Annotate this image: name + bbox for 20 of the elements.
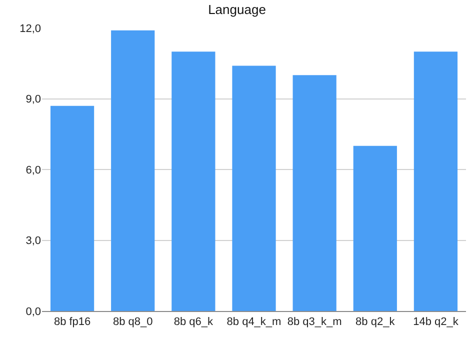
x-tick-label: 8b fp16 [54,316,91,328]
x-tick-label: 8b q8_0 [112,316,153,328]
bar [50,106,94,311]
y-tick-label: 3,0 [26,235,41,248]
x-tick-label: 8b q6_k [174,316,214,328]
x-tick-label: 14b q2_k [413,316,459,328]
x-tick-label: 8b q2_k [356,316,396,328]
y-tick-label: 0,0 [26,306,41,318]
bar [353,146,397,311]
bar [232,66,276,311]
chart-title: Language [208,2,266,18]
bar [292,75,336,311]
x-tick-label: 8b q3_k_m [287,316,342,328]
bar [172,52,216,311]
bar [111,30,155,311]
y-tick-label: 12,0 [20,22,41,35]
y-tick-label: 6,0 [26,164,41,176]
bar [414,52,458,311]
x-tick-label: 8b q4_k_m [226,316,282,328]
y-tick-label: 9,0 [26,94,41,106]
